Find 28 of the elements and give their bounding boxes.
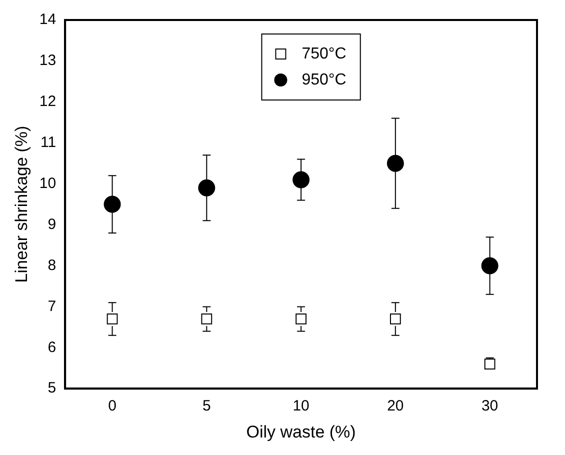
y-tick-label: 7	[48, 298, 56, 315]
y-tick-label: 5	[48, 380, 56, 397]
y-tick-label: 8	[48, 256, 56, 274]
x-tick-label: 10	[292, 398, 310, 415]
legend-label: 750°C	[302, 45, 346, 62]
x-tick-label: 0	[108, 398, 116, 415]
point	[104, 196, 121, 213]
y-axis-title: Linear shrinkage (%)	[12, 126, 31, 283]
x-axis-title: Oily waste (%)	[246, 422, 356, 442]
point	[386, 154, 404, 172]
y-tick-label: 12	[39, 93, 56, 110]
y-tick-label: 6	[48, 338, 56, 356]
point	[106, 314, 118, 324]
point	[198, 179, 216, 196]
y-tick-label: 13	[39, 52, 56, 70]
x-tick-label: 20	[387, 398, 404, 415]
point	[296, 314, 306, 324]
point	[201, 314, 212, 324]
x-tick-label: 5	[202, 398, 211, 415]
point	[481, 257, 498, 274]
y-tick-label: 14	[39, 11, 56, 28]
y-tick-label: 9	[48, 216, 56, 233]
legend-label: 950°C	[302, 71, 346, 88]
point	[292, 171, 310, 188]
y-tick-label: 10	[39, 174, 56, 192]
y-tick-label: 11	[40, 134, 56, 152]
x-tick-label: 30	[481, 398, 498, 415]
point	[390, 314, 401, 324]
